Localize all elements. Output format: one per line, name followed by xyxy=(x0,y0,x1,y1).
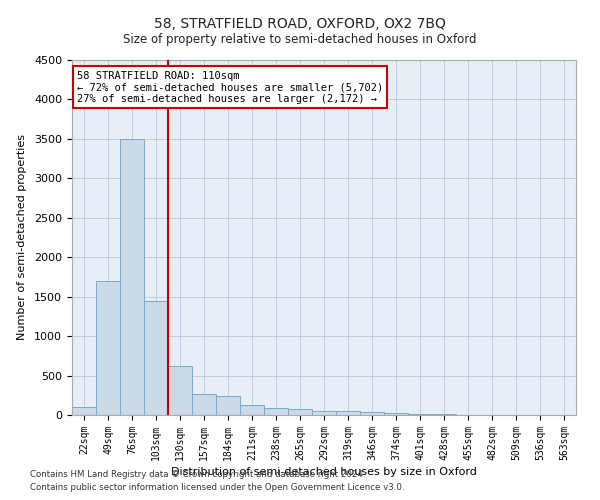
Bar xyxy=(384,414,408,415)
Bar xyxy=(216,396,240,415)
Bar xyxy=(336,412,360,415)
Y-axis label: Number of semi-detached properties: Number of semi-detached properties xyxy=(17,134,27,340)
Bar xyxy=(96,281,120,415)
Bar xyxy=(120,139,144,415)
Bar xyxy=(264,408,288,415)
Bar xyxy=(192,394,216,415)
Bar xyxy=(72,407,96,415)
Text: Contains HM Land Registry data © Crown copyright and database right 2024.: Contains HM Land Registry data © Crown c… xyxy=(30,470,365,479)
Text: Contains public sector information licensed under the Open Government Licence v3: Contains public sector information licen… xyxy=(30,482,404,492)
Text: 58, STRATFIELD ROAD, OXFORD, OX2 7BQ: 58, STRATFIELD ROAD, OXFORD, OX2 7BQ xyxy=(154,18,446,32)
Bar xyxy=(312,410,336,415)
Bar xyxy=(432,414,456,415)
Bar xyxy=(168,366,192,415)
Bar xyxy=(288,410,312,415)
Text: 58 STRATFIELD ROAD: 110sqm
← 72% of semi-detached houses are smaller (5,702)
27%: 58 STRATFIELD ROAD: 110sqm ← 72% of semi… xyxy=(77,70,383,104)
Bar xyxy=(408,414,432,415)
X-axis label: Distribution of semi-detached houses by size in Oxford: Distribution of semi-detached houses by … xyxy=(171,467,477,477)
Bar xyxy=(360,412,384,415)
Bar xyxy=(144,300,168,415)
Bar xyxy=(240,404,264,415)
Text: Size of property relative to semi-detached houses in Oxford: Size of property relative to semi-detach… xyxy=(123,32,477,46)
